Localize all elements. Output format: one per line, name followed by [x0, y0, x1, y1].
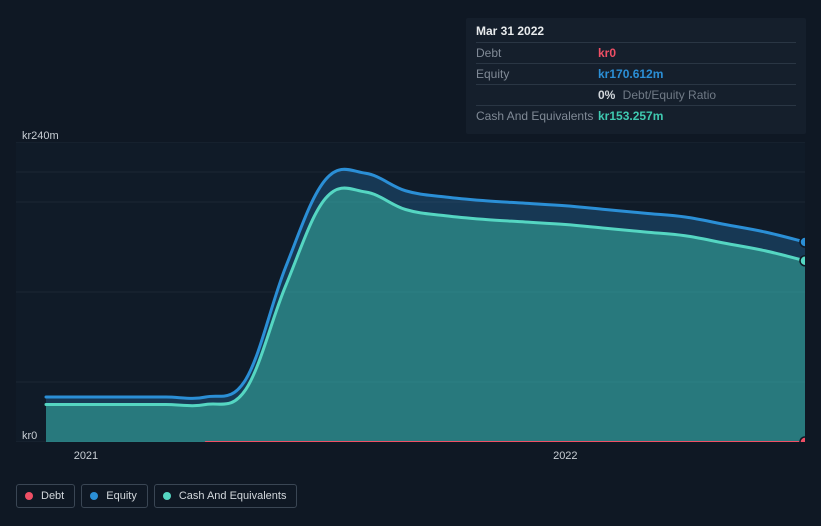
- legend-label: Debt: [41, 490, 64, 502]
- x-axis-label: 2022: [553, 450, 577, 462]
- tooltip-label: Debt: [476, 46, 598, 60]
- chart-canvas: [16, 142, 805, 442]
- financial-chart: [16, 142, 805, 442]
- tooltip-label: Equity: [476, 67, 598, 81]
- tooltip-label: Cash And Equivalents: [476, 109, 598, 123]
- chart-legend: Debt Equity Cash And Equivalents: [16, 484, 297, 508]
- legend-label: Cash And Equivalents: [179, 490, 287, 502]
- x-axis-label: 2021: [74, 450, 98, 462]
- tooltip-value: kr170.612m: [598, 67, 663, 81]
- legend-dot-icon: [163, 492, 171, 500]
- tooltip-value: kr0: [598, 46, 616, 60]
- tooltip-row: Cash And Equivalentskr153.257m: [476, 105, 796, 126]
- legend-item-debt[interactable]: Debt: [16, 484, 75, 508]
- legend-item-equity[interactable]: Equity: [81, 484, 148, 508]
- legend-item-cash-and-equivalents[interactable]: Cash And Equivalents: [154, 484, 298, 508]
- y-axis-label: kr0: [22, 430, 66, 442]
- tooltip-row: Equitykr170.612m: [476, 63, 796, 84]
- x-axis-labels: 2021 2022: [16, 450, 805, 466]
- tooltip-row: Debtkr0: [476, 42, 796, 63]
- legend-dot-icon: [25, 492, 33, 500]
- tooltip-row: 0% Debt/Equity Ratio: [476, 84, 796, 105]
- tooltip-value: 0% Debt/Equity Ratio: [598, 88, 716, 102]
- tooltip-date: Mar 31 2022: [476, 24, 796, 42]
- y-axis-label: kr240m: [22, 130, 66, 142]
- legend-label: Equity: [106, 490, 137, 502]
- legend-dot-icon: [90, 492, 98, 500]
- tooltip-value: kr153.257m: [598, 109, 663, 123]
- chart-tooltip: Mar 31 2022 Debtkr0Equitykr170.612m0% De…: [466, 18, 806, 134]
- tooltip-subtext: Debt/Equity Ratio: [619, 88, 716, 102]
